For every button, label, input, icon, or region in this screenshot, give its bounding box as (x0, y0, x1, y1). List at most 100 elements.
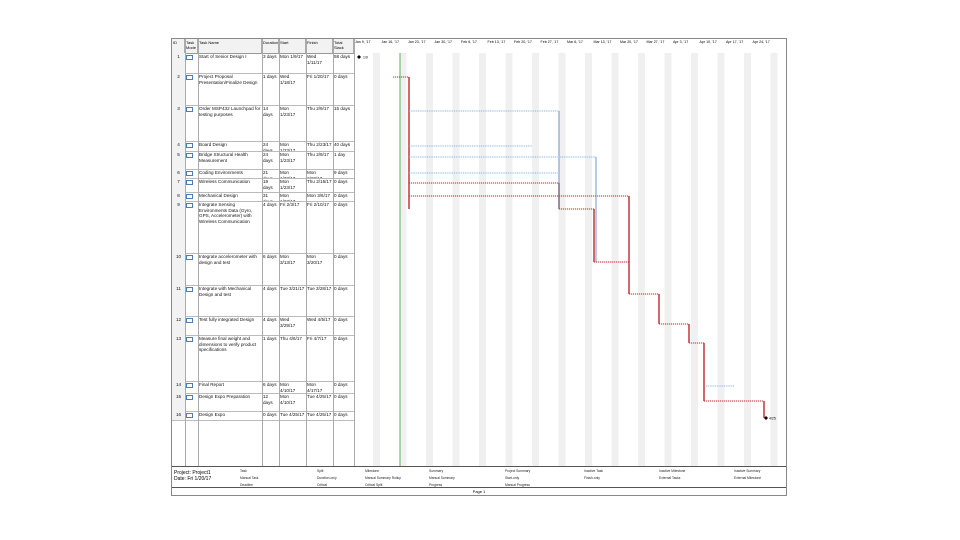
cell-name[interactable]: Bridge Structural Health Measurement (199, 152, 248, 163)
cell-name[interactable]: Design Expo Preparation (199, 394, 251, 399)
cell-duration[interactable]: 4 days (263, 317, 277, 322)
table-row[interactable]: 2 Project Proposal Presentation/Finalize … (172, 73, 354, 106)
table-row[interactable]: 12 Test fully integrated Design 4 days Wed … (172, 316, 354, 336)
cell-start[interactable]: Mon 3/13/17 (280, 254, 296, 265)
table-row[interactable]: 6 Coding Environments 21 days Mon 1/23/17 Mo… (172, 169, 354, 179)
cell-finish[interactable]: Mon 2/20/17 (307, 170, 323, 178)
cell-id[interactable]: 3 (172, 105, 185, 141)
cell-start[interactable]: Thu 4/6/17 (280, 336, 302, 341)
cell-id[interactable]: 7 (172, 178, 185, 192)
table-row[interactable]: 3 Order MSP432 Launchpad for testing purp… (172, 105, 354, 142)
cell-name[interactable]: Measure final weight and dimensions to v… (199, 336, 257, 352)
cell-id[interactable]: 11 (172, 285, 185, 316)
cell-slack[interactable]: 0 days (334, 202, 348, 207)
table-row[interactable]: 9 Integrate Sensing Environments Data (Gy… (172, 201, 354, 254)
cell-duration[interactable]: 1 days (263, 336, 277, 341)
cell-slack[interactable]: 0 days (334, 193, 348, 198)
cell-start[interactable]: Mon 4/10/17 (280, 382, 296, 393)
cell-duration[interactable]: 6 days (263, 382, 277, 387)
cell-finish[interactable]: Thu 2/9/17 (307, 152, 329, 157)
cell-slack[interactable]: 1 day (334, 152, 346, 157)
cell-duration[interactable]: 12 days (263, 394, 273, 405)
cell-slack[interactable]: 0 days (334, 317, 348, 322)
col-id-header[interactable]: ID (172, 39, 185, 53)
cell-name[interactable]: Project Proposal Presentation/Finalize D… (199, 74, 258, 85)
cell-slack[interactable]: 0 days (334, 382, 348, 387)
cell-start[interactable]: Fri 2/3/17 (280, 202, 300, 207)
table-row[interactable]: 4 Board Design 24 days Mon 1/23/17 Thu 2/23/… (172, 141, 354, 152)
cell-name[interactable]: Design Expo (199, 412, 226, 417)
cell-finish[interactable]: Tue 4/25/17 (307, 412, 332, 417)
cell-start[interactable]: Mon 1/9/17 (280, 54, 303, 59)
cell-finish[interactable]: Fri 4/7/17 (307, 336, 327, 341)
cell-finish[interactable]: Fri 1/20/17 (307, 74, 329, 79)
table-row[interactable]: 10 Integrate accelerometer with design an… (172, 253, 354, 286)
cell-duration[interactable]: 21 days (263, 170, 273, 178)
cell-name[interactable]: Mechanical Design (199, 193, 238, 198)
cell-name[interactable]: Wireless Communication (199, 179, 250, 184)
cell-slack[interactable]: 0 days (334, 74, 348, 79)
cell-name[interactable]: Coding Environments (199, 170, 243, 175)
cell-slack[interactable]: 58 days (334, 54, 351, 59)
cell-slack[interactable]: 0 days (334, 254, 348, 259)
cell-name[interactable]: Final Report (199, 382, 225, 387)
cell-slack[interactable]: 40 days (334, 142, 351, 147)
cell-name[interactable]: Order MSP432 Launchpad for testing purpo… (199, 106, 261, 117)
table-row[interactable]: 1 Start of Senior Design I 3 days Mon 1/9/1… (172, 53, 354, 74)
cell-duration[interactable]: 24 days (263, 152, 273, 163)
cell-duration[interactable]: 4 days (263, 286, 277, 291)
cell-start[interactable]: Mon 1/23/17 (280, 179, 296, 190)
cell-finish[interactable]: Tue 3/28/17 (307, 286, 332, 291)
cell-start[interactable]: Tue 3/21/17 (280, 286, 305, 291)
cell-name[interactable]: Board Design (199, 142, 227, 147)
cell-name[interactable]: Integrate with Mechanical Design and tes… (199, 286, 252, 297)
table-row[interactable]: 16 Design Expo 0 days Tue 4/25/17 Tue 4/25/1… (172, 411, 354, 421)
cell-finish[interactable]: Thu 2/16/17 (307, 179, 332, 184)
cell-duration[interactable]: 24 days (263, 142, 273, 151)
col-name-header[interactable]: Task Name (198, 39, 262, 53)
cell-id[interactable]: 6 (172, 169, 185, 178)
cell-duration[interactable]: 0 days (263, 412, 277, 417)
cell-finish[interactable]: Tue 4/25/17 (307, 394, 332, 399)
table-row[interactable]: 11 Integrate with Mechanical Design and t… (172, 285, 354, 317)
cell-duration[interactable]: 1 days (263, 74, 277, 79)
cell-id[interactable]: 4 (172, 141, 185, 151)
cell-slack[interactable]: 0 days (334, 336, 348, 341)
cell-slack[interactable]: 0 days (334, 286, 348, 291)
cell-name[interactable]: Integrate accelerometer with design and … (199, 254, 257, 265)
cell-finish[interactable]: Mon 3/20/17 (307, 254, 323, 265)
cell-finish[interactable]: Mon 3/6/17 (307, 193, 330, 198)
cell-id[interactable]: 1 (172, 53, 185, 73)
cell-finish[interactable]: Thu 2/23/17 (307, 142, 332, 147)
table-row[interactable]: 5 Bridge Structural Health Measurement 24 … (172, 151, 354, 170)
cell-name[interactable]: Start of Senior Design I (199, 54, 247, 59)
table-row[interactable]: 13 Measure final weight and dimensions to… (172, 335, 354, 382)
table-row[interactable]: 7 Wireless Communication 19 days Mon 1/23/1… (172, 178, 354, 193)
cell-start[interactable]: Mon 1/23/17 (280, 142, 296, 151)
cell-duration[interactable]: 14 days (263, 106, 273, 117)
cell-start[interactable]: Mon 1/23/17 (280, 193, 296, 201)
cell-slack[interactable]: 0 days (334, 179, 348, 184)
cell-duration[interactable]: 31 days (263, 193, 273, 201)
cell-id[interactable]: 15 (172, 393, 185, 411)
cell-start[interactable]: Mon 1/23/17 (280, 152, 296, 163)
col-finish-header[interactable]: Finish (306, 39, 333, 53)
table-row[interactable]: 14 Final Report 6 days Mon 4/10/17 Mon 4/17/… (172, 381, 354, 394)
col-mode-header[interactable]: Task Mode (185, 39, 198, 53)
cell-finish[interactable]: Mon 4/17/17 (307, 382, 323, 393)
cell-id[interactable]: 5 (172, 151, 185, 169)
cell-duration[interactable]: 3 days (263, 54, 277, 59)
col-duration-header[interactable]: Duration (262, 39, 279, 53)
cell-slack[interactable]: 0 days (334, 412, 348, 417)
cell-duration[interactable]: 6 days (263, 254, 277, 259)
cell-start[interactable]: Wed 3/29/17 (280, 317, 296, 328)
cell-duration[interactable]: 4 days (263, 202, 277, 207)
cell-finish[interactable]: Thu 2/9/17 (307, 106, 329, 111)
cell-id[interactable]: 10 (172, 253, 185, 285)
cell-finish[interactable]: Fri 2/10/17 (307, 202, 329, 207)
cell-id[interactable]: 9 (172, 201, 185, 253)
col-slack-header[interactable]: Total Slack (333, 39, 354, 53)
cell-start[interactable]: Mon 4/10/17 (280, 394, 296, 405)
cell-id[interactable]: 12 (172, 316, 185, 335)
cell-slack[interactable]: 0 days (334, 394, 348, 399)
